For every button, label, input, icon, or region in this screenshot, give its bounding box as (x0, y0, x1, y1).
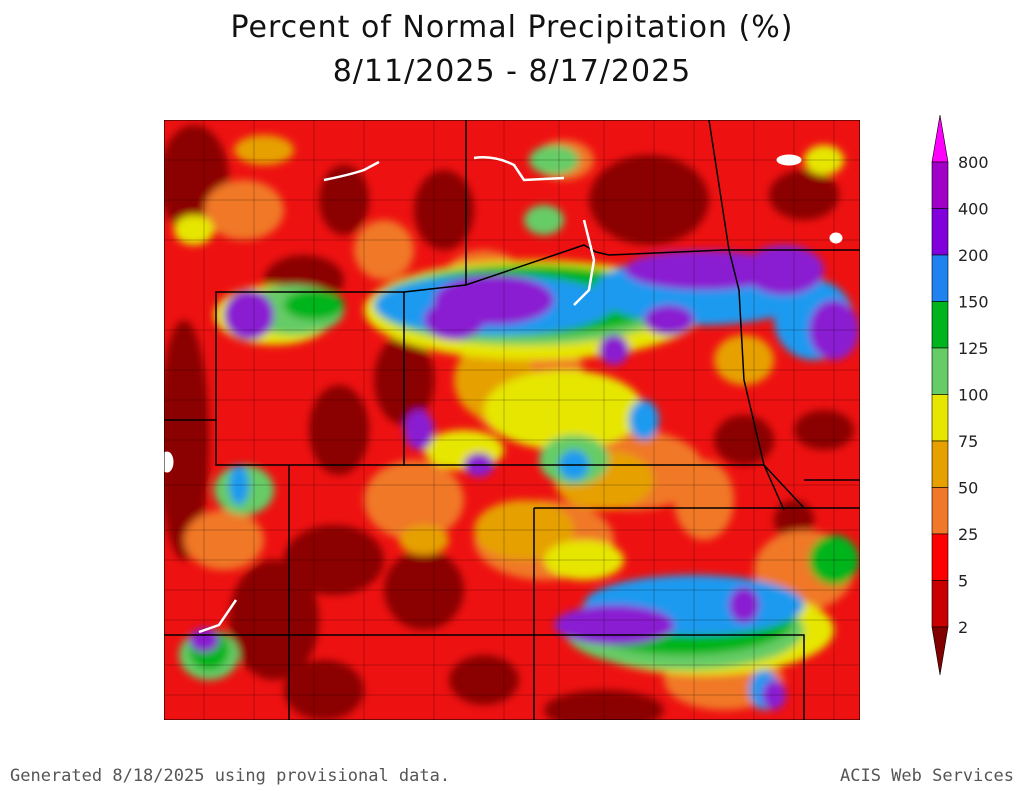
legend-labels: 800 400 200 150 125 100 75 50 25 5 2 (958, 153, 989, 637)
legend-label-75: 75 (958, 432, 978, 451)
legend-label-400: 400 (958, 200, 989, 219)
legend-arrow-bottom (931, 626, 949, 676)
county-lines (164, 120, 860, 720)
legend-label-125: 125 (958, 339, 989, 358)
legend-label-800: 800 (958, 153, 989, 172)
map-title: Percent of Normal Precipitation (%) (230, 10, 794, 45)
legend-band-150 (931, 301, 949, 349)
legend-label-100: 100 (958, 386, 989, 405)
precipitation-map (164, 120, 860, 720)
legend-band-400 (931, 208, 949, 256)
region-dark-red (164, 125, 854, 720)
legend-label-5: 5 (958, 572, 968, 591)
legend-band-800 (931, 161, 949, 209)
legend-arrow-top (931, 114, 949, 163)
legend-band-75 (931, 440, 949, 488)
legend-band-100 (931, 394, 949, 442)
legend-label-150: 150 (958, 293, 989, 312)
legend-band-200 (931, 254, 949, 302)
legend-band-25 (931, 533, 949, 581)
legend-band-125 (931, 347, 949, 395)
state-boundaries (164, 120, 860, 720)
footer-generated-note: Generated 8/18/2025 using provisional da… (10, 766, 451, 786)
legend-label-50: 50 (958, 479, 978, 498)
footer-source: ACIS Web Services (840, 766, 1014, 786)
legend-label-2: 2 (958, 618, 968, 637)
legend-band-50 (931, 487, 949, 535)
legend-label-25: 25 (958, 525, 978, 544)
color-legend: 800 400 200 150 125 100 75 50 25 5 2 (931, 114, 989, 676)
legend-label-200: 200 (958, 246, 989, 265)
legend-band-5 (931, 580, 949, 628)
water-bodies (164, 154, 843, 634)
legend-color-bands (931, 114, 949, 676)
map-date-range: 8/11/2025 - 8/17/2025 (332, 54, 692, 89)
